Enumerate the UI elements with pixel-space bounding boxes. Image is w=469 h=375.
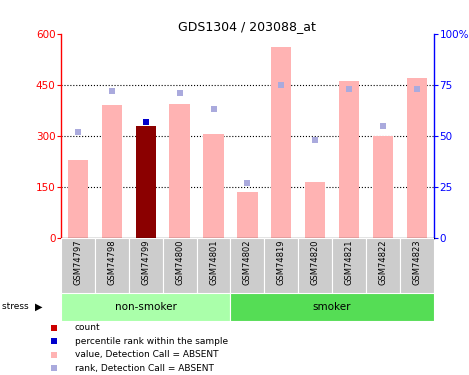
Bar xyxy=(305,182,325,238)
Text: value, Detection Call = ABSENT: value, Detection Call = ABSENT xyxy=(75,350,218,359)
Text: smoker: smoker xyxy=(313,302,351,312)
Text: rank, Detection Call = ABSENT: rank, Detection Call = ABSENT xyxy=(75,364,213,373)
Bar xyxy=(197,238,230,292)
Bar xyxy=(230,292,434,321)
Text: GSM74820: GSM74820 xyxy=(310,240,320,285)
Text: GSM74802: GSM74802 xyxy=(243,240,252,285)
Bar xyxy=(129,238,163,292)
Bar xyxy=(373,136,393,238)
Bar xyxy=(230,238,265,292)
Bar xyxy=(400,238,434,292)
Text: GSM74799: GSM74799 xyxy=(141,240,150,285)
Bar xyxy=(68,160,88,238)
Text: GSM74822: GSM74822 xyxy=(378,240,387,285)
Bar xyxy=(407,78,427,238)
Text: percentile rank within the sample: percentile rank within the sample xyxy=(75,337,228,346)
Bar xyxy=(271,47,291,238)
Bar xyxy=(204,134,224,238)
Text: GSM74821: GSM74821 xyxy=(345,240,354,285)
Bar xyxy=(332,238,366,292)
Bar xyxy=(237,192,257,238)
Text: GSM74823: GSM74823 xyxy=(412,240,421,285)
Text: GSM74801: GSM74801 xyxy=(209,240,218,285)
Text: GSM74797: GSM74797 xyxy=(74,240,83,285)
Bar xyxy=(136,126,156,238)
Text: non-smoker: non-smoker xyxy=(115,302,177,312)
Bar xyxy=(95,238,129,292)
Bar xyxy=(102,105,122,238)
Text: ▶: ▶ xyxy=(35,302,43,312)
Text: stress: stress xyxy=(2,302,32,311)
Bar xyxy=(61,292,230,321)
Text: GSM74800: GSM74800 xyxy=(175,240,184,285)
Bar xyxy=(169,104,190,238)
Bar xyxy=(61,238,95,292)
Text: GSM74819: GSM74819 xyxy=(277,240,286,285)
Bar xyxy=(339,81,359,238)
Bar xyxy=(265,238,298,292)
Text: count: count xyxy=(75,323,100,332)
Bar xyxy=(163,238,197,292)
Title: GDS1304 / 203088_at: GDS1304 / 203088_at xyxy=(179,20,316,33)
Bar xyxy=(366,238,400,292)
Bar xyxy=(298,238,332,292)
Text: GSM74798: GSM74798 xyxy=(107,240,116,285)
